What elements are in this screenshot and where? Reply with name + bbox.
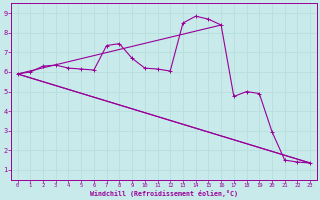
X-axis label: Windchill (Refroidissement éolien,°C): Windchill (Refroidissement éolien,°C)	[90, 190, 238, 197]
